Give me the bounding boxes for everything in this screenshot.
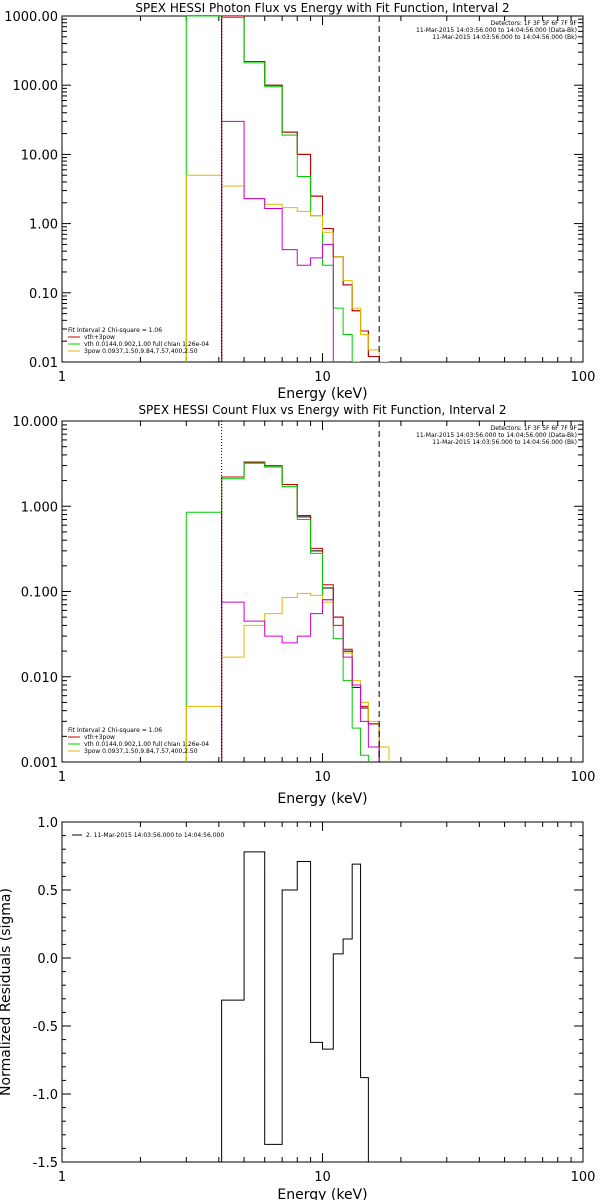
y-tick-label: 0.01 [29, 356, 58, 371]
x-tick-label: 100 [571, 370, 596, 385]
y-tick-label: 0.10 [29, 287, 58, 302]
y-tick-label: 1.0 [37, 816, 58, 831]
series-line [221, 16, 380, 362]
plot-header-text: 11-Mar-2015 14:03:56.000 to 14:04:56.000… [432, 439, 577, 446]
legend-label: 3pow 0.0937,1.50,9.84,7.57,400,2.50 [84, 348, 198, 355]
y-tick-label: 1.00 [29, 218, 58, 233]
y-tick-label: 0.010 [21, 671, 58, 686]
x-tick-label: 100 [571, 770, 596, 785]
x-tick-label: 100 [571, 1170, 596, 1185]
series-line [221, 599, 380, 762]
y-tick-label: 10.00 [21, 148, 58, 163]
panel-3: 1 10 100 Energy (keV) -1.5 -1.0 -0.5 0.0 0.5 1.0 N… [0, 816, 595, 1200]
series-line [185, 16, 361, 362]
plot-header-text: 11-Mar-2015 14:03:56.000 to 14:04:56.000… [416, 27, 577, 34]
fit-info-text: Fit Interval 2 Chi-square = 1.06 [68, 727, 162, 734]
y-tick-label: -1.0 [33, 1088, 58, 1103]
y-tick-label: 1000.00 [4, 10, 58, 25]
y-tick-label: 10.000 [13, 415, 59, 430]
plot-header-text: 11-Mar-2015 14:03:56.000 to 14:04:56.000… [416, 432, 577, 439]
y-tick-label: 1.000 [21, 500, 58, 515]
plot-frame [61, 15, 584, 363]
series-line [221, 851, 369, 1162]
x-tick-label: 10 [314, 1170, 331, 1185]
series-line [221, 120, 334, 362]
y-tick-label: -1.5 [33, 1156, 58, 1171]
y-tick-label: -0.5 [33, 1020, 58, 1035]
plot-header-text: 11-Mar-2015 14:03:56.000 to 14:04:56.000… [432, 34, 577, 41]
x-axis-label: Energy (keV) [277, 386, 367, 402]
series-line [185, 462, 369, 762]
series-line [221, 462, 380, 762]
chart-title: SPEX HESSI Photon Flux vs Energy with Fi… [135, 1, 509, 15]
series-line [185, 592, 390, 762]
series-line [221, 461, 380, 762]
chart-title: SPEX HESSI Count Flux vs Energy with Fit… [138, 403, 506, 417]
legend-label: 3pow 0.0937,1.50,9.84,7.57,400,2.50 [84, 748, 198, 755]
x-tick-label: 1 [58, 370, 66, 385]
plot-header-text: Detectors: 1F 3F 5F 6F 7F 9F [491, 20, 578, 27]
plot-area [221, 851, 369, 1162]
y-tick-label: 0.0 [37, 952, 58, 967]
panel-1: SPEX HESSI Photon Flux vs Energy with Fi… [4, 1, 595, 402]
panel-2: SPEX HESSI Count Flux vs Energy with Fit… [13, 403, 596, 807]
x-tick-label: 10 [314, 770, 331, 785]
legend-label: vth 0.0144,0.902,1.00 full chian 1.26e-0… [84, 741, 209, 748]
y-tick-label: 0.5 [37, 884, 58, 899]
y-tick-label: 0.001 [21, 756, 58, 771]
y-tick-label: 0.100 [21, 586, 58, 601]
plot-frame [61, 821, 584, 1163]
x-tick-label: 10 [314, 370, 331, 385]
x-tick-label: 1 [58, 770, 66, 785]
plot-area [185, 461, 390, 762]
y-tick-label: 100.00 [13, 79, 59, 94]
legend-label: vth+3pow [84, 734, 115, 741]
x-axis-label: Energy (keV) [277, 1187, 367, 1200]
y-axis-label: Normalized Residuals (sigma) [0, 888, 14, 1096]
series-line [221, 16, 380, 362]
legend-label: vth+3pow [84, 334, 115, 341]
legend-label: 2. 11-Mar-2015 14:03:56.000 to 14:04:56.… [86, 832, 224, 839]
fit-info-text: Fit Interval 2 Chi-square = 1.06 [68, 327, 162, 334]
series-line [185, 174, 389, 362]
legend-label: vth 0.0144,0.902,1.00 full chian 1.26e-0… [84, 341, 209, 348]
x-axis-label: Energy (keV) [277, 791, 367, 807]
x-tick-label: 1 [58, 1170, 66, 1185]
plot-header-text: Detectors: 1F 3F 5F 6F 7F 9F [491, 425, 578, 432]
plot-area [185, 16, 389, 362]
